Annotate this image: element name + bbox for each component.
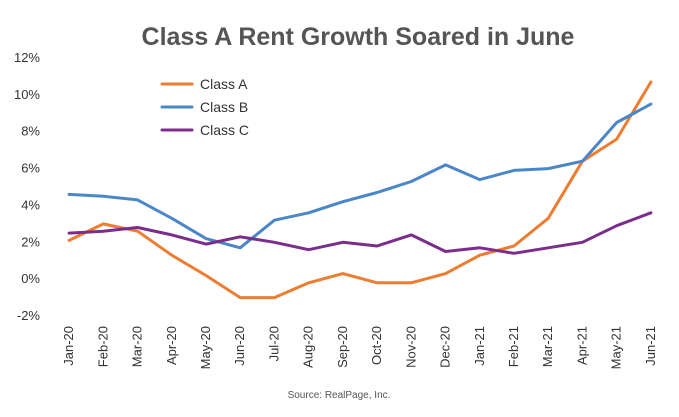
x-tick-label: Jun-21: [643, 326, 658, 366]
x-axis: Jan-20 Feb-20 Mar-20 Apr-20 May-20 Jun-20 Jul-…: [61, 326, 658, 369]
legend-label: Class B: [200, 99, 248, 115]
y-tick-label: 0%: [21, 271, 40, 286]
y-tick-label: 6%: [21, 161, 40, 176]
plot-area: [67, 80, 653, 300]
x-tick-label: May-21: [609, 326, 624, 369]
series-line-class-c: [67, 211, 653, 255]
x-tick-label: Jan-21: [472, 326, 487, 366]
x-tick-label: May-20: [198, 326, 213, 369]
y-tick-label: 4%: [21, 197, 40, 212]
series-line-class-b: [67, 102, 653, 250]
y-tick-label: 10%: [14, 87, 40, 102]
legend-label: Class A: [200, 76, 248, 92]
x-tick-label: Jun-20: [232, 326, 247, 366]
legend: Class A Class B Class C: [160, 76, 249, 138]
chart-title: Class A Rent Growth Soared in June: [142, 23, 575, 51]
x-tick-label: Apr-21: [574, 326, 589, 365]
x-tick-label: Nov-20: [403, 326, 418, 368]
x-tick-label: Mar-21: [540, 326, 555, 367]
x-tick-label: Sep-20: [335, 326, 350, 368]
x-tick-label: Feb-20: [95, 326, 110, 367]
y-tick-label: -2%: [17, 308, 41, 323]
x-tick-label: Jul-20: [266, 326, 281, 361]
series-line-class-a: [67, 80, 653, 300]
y-tick-label: 8%: [21, 124, 40, 139]
y-axis: -2% 0% 2% 4% 6% 8% 10% 12%: [14, 50, 40, 323]
y-tick-label: 2%: [21, 234, 40, 249]
legend-label: Class C: [200, 122, 249, 138]
x-tick-label: Dec-20: [438, 326, 453, 368]
x-tick-label: Aug-20: [301, 326, 316, 368]
x-tick-label: Oct-20: [369, 326, 384, 365]
y-tick-label: 12%: [14, 50, 40, 65]
source-note: Source: RealPage, Inc.: [288, 390, 391, 401]
x-tick-label: Mar-20: [130, 326, 145, 367]
x-tick-label: Jan-20: [61, 326, 76, 366]
x-tick-label: Apr-20: [164, 326, 179, 365]
x-tick-label: Feb-21: [506, 326, 521, 367]
